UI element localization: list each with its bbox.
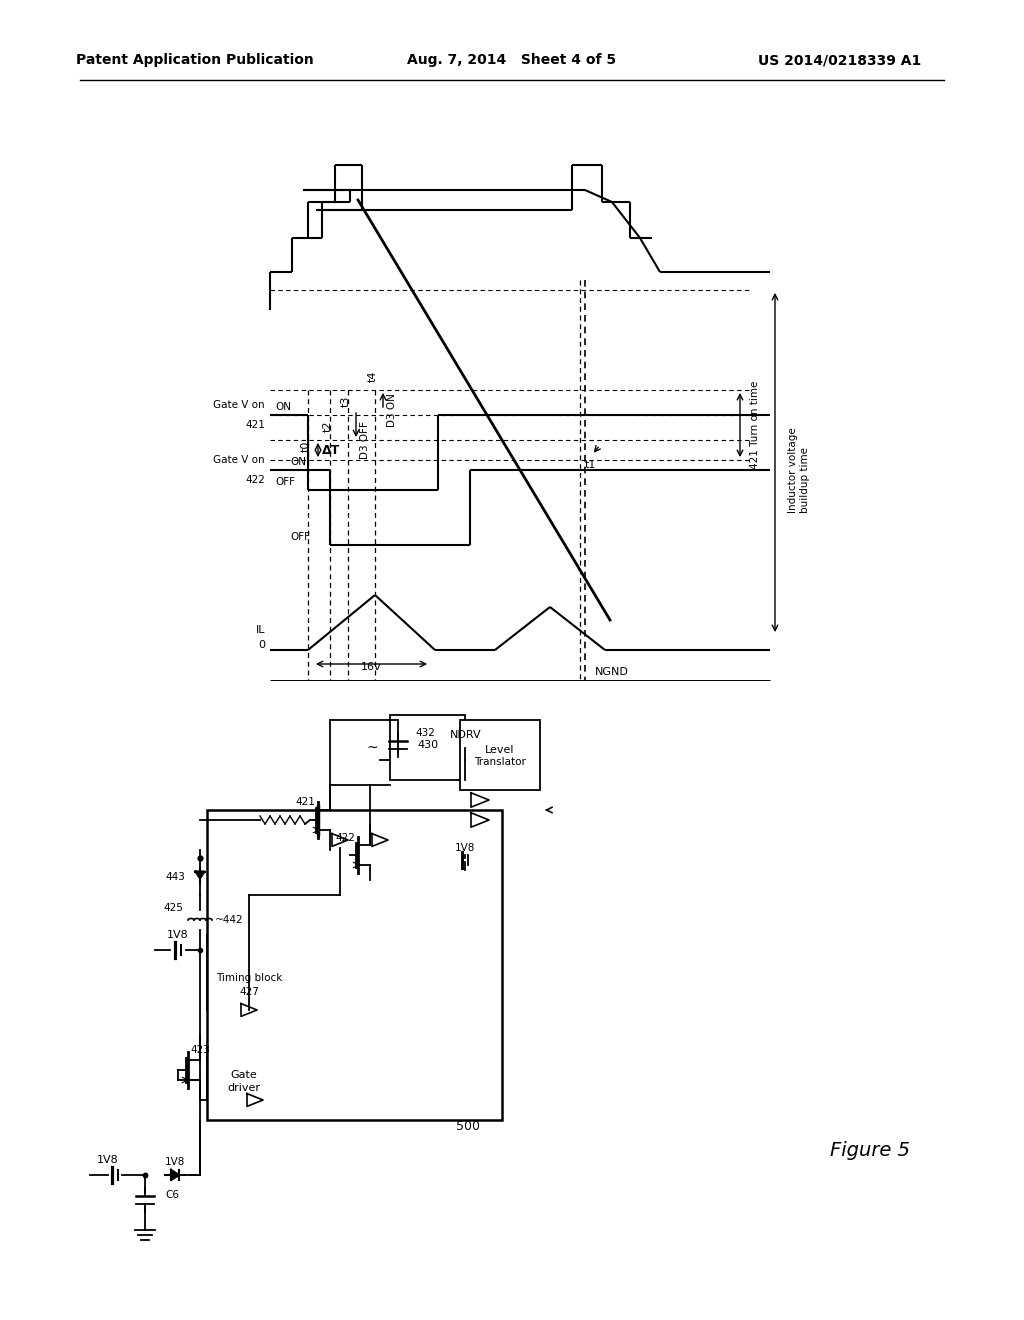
Text: 427: 427 [239, 987, 259, 997]
Text: Inductor voltage
buildup time: Inductor voltage buildup time [788, 428, 810, 513]
Text: 421 Turn on time: 421 Turn on time [750, 380, 760, 469]
Text: OFF: OFF [275, 477, 295, 487]
Text: Level: Level [485, 744, 515, 755]
Text: NGND: NGND [595, 667, 629, 677]
Text: t3: t3 [341, 396, 351, 407]
Text: 421: 421 [295, 797, 315, 807]
Text: Timing block: Timing block [216, 973, 283, 983]
Text: ON: ON [275, 403, 291, 412]
Bar [460, 719, 540, 789]
Text: 422: 422 [335, 833, 355, 843]
Text: 1V8: 1V8 [455, 843, 475, 853]
Text: D3 ON: D3 ON [387, 393, 397, 426]
Bar [207, 810, 502, 1119]
Text: Figure 5: Figure 5 [830, 1140, 910, 1159]
Text: ΔT: ΔT [322, 444, 340, 457]
Text: 16v: 16v [360, 663, 381, 672]
Text: 421: 421 [245, 420, 265, 430]
Text: 500: 500 [456, 1119, 480, 1133]
Text: Gate: Gate [230, 1071, 257, 1080]
Text: ~: ~ [367, 741, 378, 755]
Text: Patent Application Publication: Patent Application Publication [76, 53, 314, 67]
Text: ON: ON [290, 457, 306, 467]
Text: Aug. 7, 2014   Sheet 4 of 5: Aug. 7, 2014 Sheet 4 of 5 [408, 53, 616, 67]
Text: driver: driver [227, 1082, 260, 1093]
Text: Translator: Translator [474, 756, 526, 767]
Text: IL: IL [256, 624, 265, 635]
Text: 432: 432 [415, 729, 435, 738]
Text: t4: t4 [368, 371, 378, 381]
Text: t1: t1 [585, 459, 596, 470]
Text: t0: t0 [301, 441, 311, 451]
Bar [207, 1045, 282, 1100]
Text: 430: 430 [418, 741, 438, 750]
Bar [207, 935, 292, 1010]
Text: US 2014/0218339 A1: US 2014/0218339 A1 [759, 53, 922, 67]
Text: 443: 443 [165, 873, 185, 882]
Text: 1V8: 1V8 [167, 931, 188, 940]
Text: 1V8: 1V8 [97, 1155, 119, 1166]
Polygon shape [171, 1170, 179, 1180]
Text: Gate V on: Gate V on [213, 400, 265, 411]
Text: t2: t2 [323, 421, 333, 432]
Text: 1V8: 1V8 [165, 1158, 185, 1167]
Text: 425: 425 [163, 903, 183, 913]
Text: 0: 0 [258, 640, 265, 649]
Text: NDRV: NDRV [450, 730, 481, 741]
Bar [390, 715, 465, 780]
Text: D3 OFF: D3 OFF [360, 421, 370, 459]
Text: ~442: ~442 [215, 915, 244, 925]
Text: C6: C6 [165, 1191, 179, 1200]
Text: Gate V on: Gate V on [213, 455, 265, 465]
Polygon shape [196, 871, 205, 879]
Text: 422: 422 [245, 475, 265, 484]
Text: 423: 423 [190, 1045, 210, 1055]
Text: OFF: OFF [290, 532, 310, 543]
